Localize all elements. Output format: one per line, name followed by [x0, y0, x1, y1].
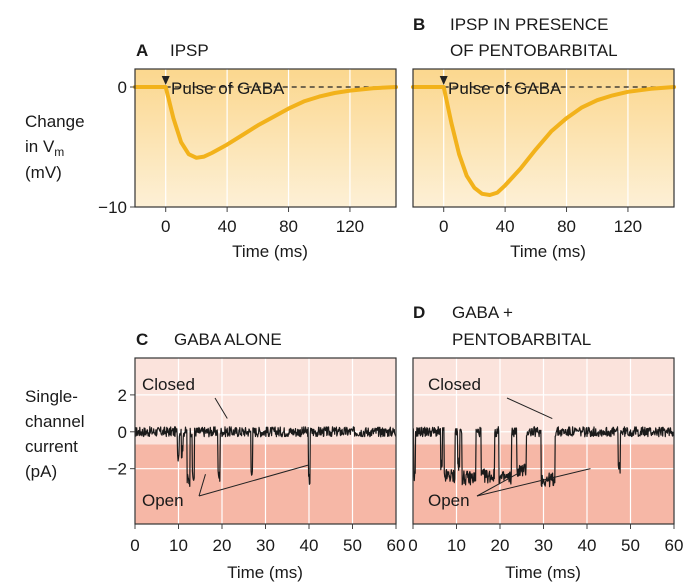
panel-c-ylabel-line2: channel — [25, 412, 85, 431]
panel-c-xtick-label: 20 — [213, 536, 232, 555]
panel-c-open-leader — [198, 474, 206, 497]
panel-d-xtick-label: 20 — [491, 536, 510, 555]
panel-c: C GABA ALONE Closed Open Single- channel… — [25, 330, 397, 582]
panel-d-xtick-label: 60 — [665, 536, 684, 555]
panel-d-open-label: Open — [428, 491, 470, 510]
panel-a-ylabel-sub: m — [54, 145, 64, 159]
panel-a-ylabel-line2: in Vm — [25, 137, 64, 159]
panel-a-ylabel-line3: (mV) — [25, 163, 62, 182]
panel-c-xlabel: Time (ms) — [227, 563, 303, 582]
panel-a: A IPSP Pulse of GABA Change in Vm (mV) T… — [25, 41, 398, 261]
panel-d-title-line1: GABA + — [452, 303, 513, 322]
panel-c-ytick-label: 0 — [118, 423, 127, 442]
panel-b: B IPSP IN PRESENCE OF PENTOBARBITAL Puls… — [411, 15, 676, 261]
panel-a-xlabel: Time (ms) — [232, 242, 308, 261]
panel-d-marks — [412, 397, 675, 497]
panel-b-xtick-label: 0 — [439, 217, 448, 236]
panel-a-ipsp-line — [133, 85, 398, 160]
panel-c-ytick-label: 2 — [118, 386, 127, 405]
panel-d-xtick-label: 10 — [447, 536, 466, 555]
panel-c-title: GABA ALONE — [174, 330, 282, 349]
panel-d-letter: D — [413, 303, 425, 322]
panel-d: D GABA + PENTOBARBITAL Closed Open Time … — [412, 303, 675, 582]
panel-c-closed-leader — [214, 397, 228, 419]
panel-a-ylabel-line1: Change — [25, 112, 85, 131]
panel-c-xtick-label: 0 — [130, 536, 139, 555]
panel-a-ylabel-v: in V — [25, 137, 55, 156]
panel-a-title: IPSP — [170, 41, 209, 60]
panel-d-xtick-label: 30 — [534, 536, 553, 555]
panel-c-xtick-label: 30 — [256, 536, 275, 555]
panel-c-ylabel-line1: Single- — [25, 387, 78, 406]
panel-c-closed-label: Closed — [142, 375, 195, 394]
panel-c-open-label: Open — [142, 491, 184, 510]
panel-d-frame — [412, 357, 675, 525]
panel-b-title-line2: OF PENTOBARBITAL — [450, 41, 618, 60]
panel-b-pulse-arrowhead — [439, 76, 448, 85]
panel-d-title-line2: PENTOBARBITAL — [452, 330, 591, 349]
panel-a-letter: A — [136, 41, 148, 60]
panel-d-xtick-label: 0 — [408, 536, 417, 555]
panel-b-xtick-label: 40 — [496, 217, 515, 236]
panel-c-open-leader — [198, 464, 309, 497]
panel-d-current-trace — [412, 426, 675, 488]
panel-a-ytick-label: 0 — [118, 78, 127, 97]
panel-b-letter: B — [413, 15, 425, 34]
panel-c-marks — [134, 397, 397, 497]
panel-c-xtick-label: 50 — [343, 536, 362, 555]
panel-b-frame — [412, 68, 675, 208]
panel-a-pulse-label: Pulse of GABA — [171, 79, 285, 98]
panel-a-xtick-label: 120 — [336, 217, 364, 236]
panel-a-xtick-label: 80 — [279, 217, 298, 236]
panel-a-ytick-label: −10 — [98, 198, 127, 217]
panel-a-xtick-label: 0 — [161, 217, 170, 236]
panel-b-xtick-label: 120 — [614, 217, 642, 236]
panel-d-xtick-label: 40 — [578, 536, 597, 555]
panel-d-open-leader — [476, 471, 521, 497]
panel-b-xtick-label: 80 — [557, 217, 576, 236]
panel-c-current-trace — [134, 426, 397, 487]
panel-c-xtick-label: 60 — [387, 536, 406, 555]
panel-b-marks — [411, 76, 676, 197]
panel-c-ylabel-line4: (pA) — [25, 462, 57, 481]
panel-d-closed-leader — [506, 397, 553, 420]
panel-d-xlabel: Time (ms) — [505, 563, 581, 582]
panel-a-frame — [134, 68, 397, 208]
panel-a-pulse-arrowhead — [161, 76, 170, 85]
panel-c-letter: C — [136, 330, 148, 349]
panel-c-xtick-label: 40 — [300, 536, 319, 555]
panel-a-marks — [133, 76, 398, 160]
panel-c-ytick-label: −2 — [108, 460, 127, 479]
panel-c-frame — [134, 357, 397, 525]
panel-c-xtick-label: 10 — [169, 536, 188, 555]
panel-b-title-line1: IPSP IN PRESENCE — [450, 15, 608, 34]
panel-c-ylabel-line3: current — [25, 437, 78, 456]
panel-a-xtick-label: 40 — [218, 217, 237, 236]
panel-d-open-leader — [476, 468, 591, 497]
panel-d-closed-label: Closed — [428, 375, 481, 394]
panel-d-xtick-label: 50 — [621, 536, 640, 555]
panel-b-xlabel: Time (ms) — [510, 242, 586, 261]
panel-b-ipsp-line — [411, 85, 676, 197]
panel-b-pulse-label: Pulse of GABA — [448, 79, 562, 98]
